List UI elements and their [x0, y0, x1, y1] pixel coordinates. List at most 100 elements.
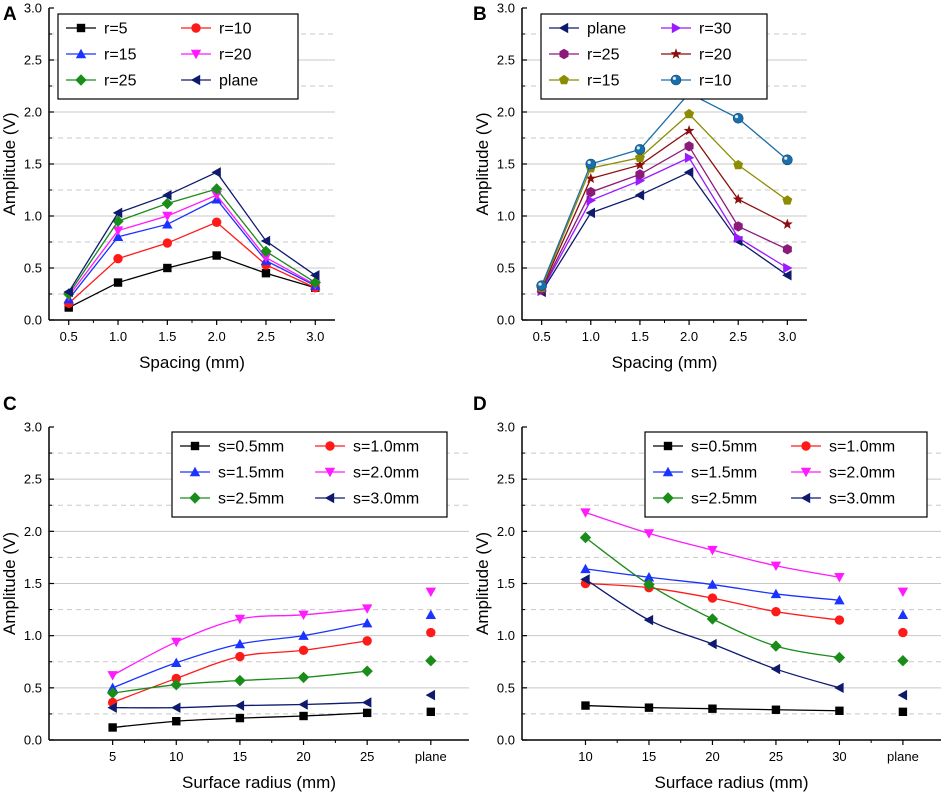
y-tick-label: 2.0	[497, 524, 515, 539]
data-point	[834, 682, 844, 694]
data-point	[707, 579, 718, 589]
legend-label: r=10	[219, 21, 252, 38]
data-point	[211, 167, 221, 178]
panel-c: C 0.0 0.5 1.0 1.5 2.0 2.5 3.0 5 10 15 20 25 plane Surf…	[0, 394, 469, 792]
data-point	[362, 636, 372, 646]
data-point	[770, 561, 782, 571]
legend-label: r=25	[587, 47, 620, 64]
x-tick-label: 25	[769, 749, 783, 764]
panel-c-letter: C	[3, 394, 17, 415]
y-tick-label: 1.5	[497, 157, 515, 172]
data-point	[235, 651, 245, 662]
plane-data-point	[897, 689, 908, 701]
legend-marker-highlight	[672, 76, 677, 80]
data-point	[706, 613, 719, 625]
data-point	[113, 278, 123, 287]
x-tick-label: 30	[832, 749, 846, 764]
data-point	[162, 219, 173, 229]
data-point	[361, 604, 373, 614]
panel-d: D 0.0 0.5 1.0 1.5 2.0 2.5 3.0 10 15 20 25 30 plane Sur…	[473, 394, 941, 792]
panel-a-letter: A	[3, 4, 17, 25]
plane-data-point	[897, 655, 909, 667]
legend-label: s=0.5mm	[218, 439, 284, 456]
y-tick-label: 0.0	[497, 733, 515, 748]
legend-marker	[559, 74, 569, 85]
legend-label: s=2.0mm	[829, 465, 895, 482]
y-tick-label: 3.0	[497, 1, 515, 16]
y-tick-label: 0.5	[497, 261, 515, 276]
data-point	[644, 703, 654, 712]
legend-label: s=3.0mm	[353, 491, 419, 508]
data-point	[310, 270, 320, 281]
y-tick-label: 3.0	[497, 420, 515, 435]
data-point	[106, 687, 119, 699]
y-tick-label: 2.5	[24, 53, 42, 68]
data-point	[299, 711, 308, 721]
x-tick-label: 3.0	[306, 329, 324, 344]
data-point	[162, 238, 173, 248]
legend-marker	[662, 466, 674, 477]
y-tick-label: 2.0	[497, 105, 515, 120]
legend-label: r=15	[104, 47, 137, 64]
data-point	[107, 671, 118, 681]
data-point	[684, 152, 695, 163]
plane-data-point	[425, 655, 437, 667]
data-point	[107, 702, 117, 713]
legend-marker	[76, 23, 86, 33]
data-point	[683, 125, 695, 136]
data-point	[234, 700, 245, 711]
series-line-2	[68, 198, 316, 300]
data-point	[536, 280, 547, 291]
data-point	[361, 665, 373, 677]
x-tick-label: 2.0	[680, 329, 698, 344]
data-point	[171, 637, 182, 648]
legend-marker	[663, 441, 673, 451]
legend-marker	[190, 441, 200, 451]
data-point	[733, 159, 744, 170]
legend-label: s=0.5mm	[691, 439, 757, 456]
data-point-highlight	[587, 160, 591, 164]
data-point	[298, 699, 308, 710]
series-line-0	[541, 171, 788, 293]
data-point	[297, 671, 310, 684]
legend-label: r=5	[104, 21, 128, 38]
legend-label: r=20	[699, 47, 732, 64]
series-line-3	[541, 129, 788, 290]
legend-marker	[189, 466, 201, 477]
data-point	[172, 717, 181, 726]
data-point	[298, 610, 309, 620]
data-point	[834, 594, 845, 605]
data-point	[171, 702, 181, 713]
legend-label: r=25	[104, 73, 137, 90]
x-axis-label: Surface radius (mm)	[655, 773, 809, 792]
data-point	[586, 195, 596, 206]
data-point	[234, 638, 246, 649]
y-tick-label: 1.5	[24, 576, 42, 591]
data-point	[770, 663, 781, 675]
legend-box	[57, 13, 299, 100]
x-tick-label: 2.5	[729, 329, 747, 344]
x-tick-label: 15	[233, 749, 247, 764]
y-axis-label: Amplitude (V)	[0, 113, 19, 216]
y-tick-label: 0.5	[24, 261, 42, 276]
data-point	[261, 269, 271, 278]
data-point	[210, 183, 223, 195]
legend-marker	[324, 492, 335, 504]
data-point	[708, 704, 717, 713]
data-point	[161, 197, 174, 210]
data-point	[112, 226, 124, 236]
data-point	[732, 193, 744, 204]
data-point	[770, 640, 782, 652]
x-tick-label: 0.5	[60, 329, 78, 344]
x-tick-label: 3.0	[778, 329, 796, 344]
data-point	[260, 245, 272, 258]
data-point	[732, 112, 744, 124]
series-line-3	[68, 194, 316, 297]
legend-label: s=3.0mm	[829, 491, 895, 508]
y-axis-label: Amplitude (V)	[473, 113, 492, 216]
x-tick-label: 1.0	[582, 329, 600, 344]
data-point	[212, 251, 221, 260]
legend-label: plane	[219, 73, 258, 90]
y-tick-label: 2.5	[24, 472, 42, 487]
data-point	[585, 172, 597, 184]
